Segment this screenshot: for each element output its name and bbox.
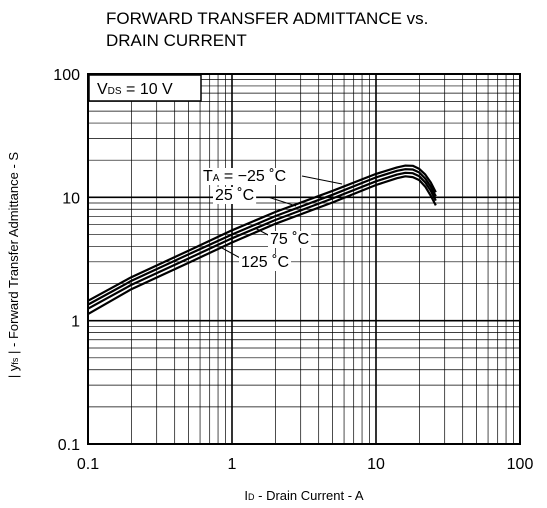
series-label-main: 125 ˚C — [241, 254, 289, 271]
series-leader-2 — [254, 227, 271, 237]
x-axis-label-main: I — [244, 488, 248, 503]
series-label-1: 25 ˚C — [215, 187, 254, 204]
condition-label: VDS = 10 V — [97, 81, 173, 98]
y-axis-label-pre: | y — [6, 364, 21, 378]
series-leader-0 — [301, 175, 343, 185]
plot-frame — [87, 73, 521, 445]
x-axis-label-rest: - Drain Current - A — [255, 488, 364, 503]
series-label-background — [213, 187, 257, 204]
y-tick-label: 0.1 — [58, 437, 80, 454]
series-label-2: 75 ˚C — [270, 231, 309, 248]
series-line-0 — [87, 164, 437, 302]
condition-box — [88, 74, 202, 102]
y-axis-label: | yfs | - Forward Transfer Admittance - … — [6, 152, 21, 379]
series-label-main: 25 ˚C — [215, 187, 254, 204]
x-axis-label-sub: D — [248, 492, 255, 502]
condition-sub: DS — [108, 86, 122, 97]
y-axis-label-sub: fs — [10, 357, 20, 365]
chart-title-line-1: FORWARD TRANSFER ADMITTANCE vs. — [106, 9, 429, 28]
condition-main: V — [97, 81, 108, 98]
series-curves — [87, 164, 437, 316]
chart-title-line-2: DRAIN CURRENT — [106, 31, 247, 50]
y-tick-label: 1 — [71, 314, 80, 331]
series-line-3 — [87, 175, 437, 316]
major-grid — [87, 73, 521, 445]
series-label-background — [201, 168, 289, 185]
series-label-main: 75 ˚C — [270, 231, 309, 248]
condition-rest: = 10 V — [122, 81, 173, 98]
series-label-0: TA = −25 ˚C — [203, 168, 286, 185]
x-tick-label: 10 — [367, 456, 385, 473]
series-leader-3 — [221, 247, 243, 260]
series-label-main: T — [203, 168, 213, 185]
minor-grid — [88, 74, 520, 444]
y-tick-label: 100 — [53, 67, 80, 84]
series-label-sub: A — [213, 173, 220, 184]
x-tick-label: 100 — [507, 456, 534, 473]
tick-labels: 0.1 1 10 100 0.1 1 10 100 — [53, 67, 533, 473]
y-axis-label-rest: | - Forward Transfer Admittance - S — [6, 152, 21, 358]
series-label-3: 125 ˚C — [241, 254, 289, 271]
series-label-background — [239, 254, 292, 271]
chart-title: FORWARD TRANSFER ADMITTANCE vs. DRAIN CU… — [106, 8, 428, 52]
x-axis-label: ID - Drain Current - A — [244, 488, 364, 503]
y-tick-label: 10 — [62, 190, 80, 207]
series-callouts: TA = −25 ˚C 25 ˚C 75 ˚C 125 ˚C — [201, 168, 343, 271]
x-tick-label: 0.1 — [77, 456, 99, 473]
series-leader-1 — [267, 196, 297, 207]
series-line-1 — [87, 168, 437, 306]
series-label-rest: = −25 ˚C — [219, 168, 286, 185]
x-tick-label: 1 — [228, 456, 237, 473]
series-label-background — [268, 231, 312, 248]
series-line-2 — [87, 171, 437, 310]
